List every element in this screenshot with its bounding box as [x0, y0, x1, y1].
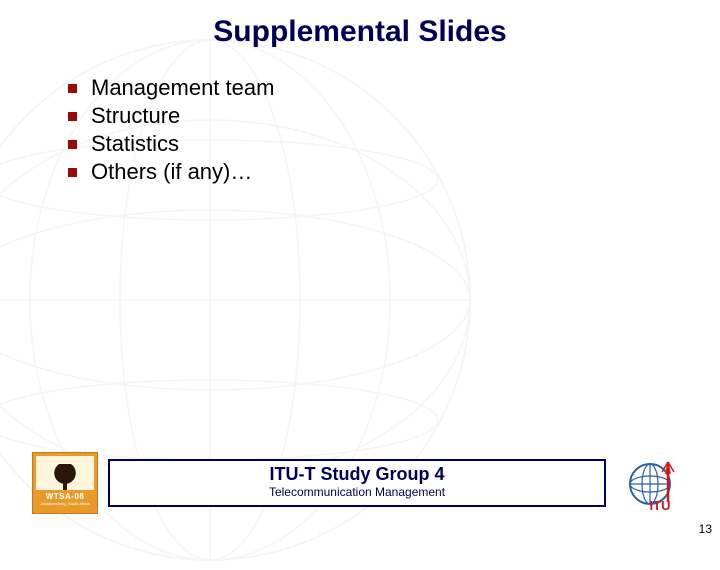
slide-title: Supplemental Slides: [0, 15, 720, 49]
bullet-item: Others (if any)…: [68, 159, 274, 185]
bullet-item: Structure: [68, 103, 274, 129]
bullet-item: Statistics: [68, 131, 274, 157]
footer-subtitle: Telecommunication Management: [269, 485, 445, 501]
footer-title: ITU-T Study Group 4: [270, 465, 445, 485]
bullet-item: Management team: [68, 75, 274, 101]
wtsa-badge: WTSA-08 Johannesburg, South Africa: [32, 452, 98, 514]
itu-logo-icon: ITU: [626, 454, 692, 512]
bullet-text: Management team: [91, 75, 274, 101]
bullet-marker-icon: [68, 168, 77, 177]
bullet-marker-icon: [68, 84, 77, 93]
wtsa-label: WTSA-08: [46, 492, 85, 501]
bullet-list: Management team Structure Statistics Oth…: [68, 75, 274, 187]
wtsa-sub: Johannesburg, South Africa: [40, 501, 89, 506]
bullet-text: Others (if any)…: [91, 159, 252, 185]
bullet-text: Statistics: [91, 131, 179, 157]
footer-bar: ITU-T Study Group 4 Telecommunication Ma…: [108, 459, 606, 507]
bullet-text: Structure: [91, 103, 180, 129]
bullet-marker-icon: [68, 112, 77, 121]
bullet-marker-icon: [68, 140, 77, 149]
page-number: 13: [699, 522, 712, 536]
wtsa-tree-icon: [36, 456, 94, 490]
svg-text:ITU: ITU: [650, 498, 671, 512]
